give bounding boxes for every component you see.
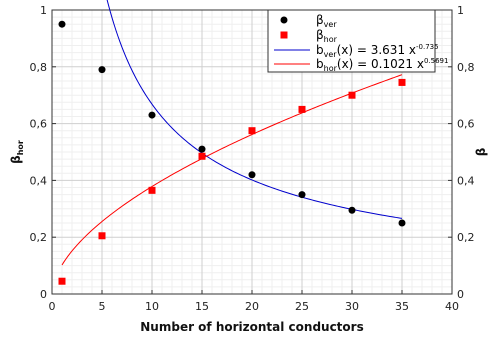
data-point-bhor — [248, 127, 256, 135]
data-point-bver — [148, 111, 156, 119]
data-point-bver — [58, 20, 66, 28]
x-tick-label: 15 — [195, 300, 209, 313]
data-point-bhor — [398, 78, 406, 86]
y-tick-label-left: 0,6 — [30, 118, 48, 131]
minor-grid — [52, 10, 452, 294]
data-point-bver — [198, 145, 206, 153]
y-tick-label-left: 0 — [40, 288, 47, 301]
data-point-bhor — [348, 91, 356, 99]
legend: βver βhor bver(x) = 3.631 x-0.735 bhor(x… — [267, 9, 448, 73]
data-point-bver — [398, 219, 406, 227]
x-tick-label: 0 — [49, 300, 56, 313]
y-tick-label-right: 0 — [457, 288, 464, 301]
x-tick-label: 25 — [295, 300, 309, 313]
data-point-bhor — [98, 232, 106, 240]
x-axis-label: Number of horizontal conductors — [140, 320, 363, 334]
y-axis-left-label: βhor — [9, 140, 25, 164]
legend-label-bver: βver — [316, 13, 337, 29]
data-points — [58, 20, 406, 285]
legend-box — [267, 9, 436, 73]
x-tick-label: 5 — [99, 300, 106, 313]
y-tick-label-right: 0,6 — [457, 118, 475, 131]
y-axis-left-ticks: 0 0,2 0,4 0,6 0,8 1 — [30, 4, 56, 301]
data-point-bhor — [58, 277, 66, 285]
y-axis-right-ticks: 0 0,2 0,4 0,6 0,8 1 — [448, 4, 475, 301]
legend-label-bhor: βhor — [316, 28, 338, 44]
y-tick-label-left: 0,2 — [30, 231, 48, 244]
y-tick-label-left: 1 — [40, 4, 47, 17]
data-point-bver — [248, 171, 256, 179]
x-tick-label: 40 — [445, 300, 459, 313]
x-tick-label: 20 — [245, 300, 259, 313]
data-point-bhor — [148, 186, 156, 194]
x-tick-label: 10 — [145, 300, 159, 313]
x-axis-ticks: 0 5 10 15 20 25 30 35 40 — [49, 290, 459, 313]
legend-label-fit-ver: bver(x) = 3.631 x-0.735 — [316, 43, 439, 59]
fit-curve-ver — [106, 0, 403, 219]
legend-marker-bhor — [280, 31, 288, 39]
legend-marker-bver — [280, 16, 288, 24]
data-point-bhor — [198, 152, 206, 160]
fit-curves — [61, 0, 403, 266]
x-tick-label: 30 — [345, 300, 359, 313]
fit-curve-hor — [61, 74, 403, 266]
x-tick-label: 35 — [395, 300, 409, 313]
data-point-bver — [298, 191, 306, 199]
y-tick-label-left: 0,4 — [30, 174, 48, 187]
y-tick-label-right: 0,4 — [457, 174, 475, 187]
data-point-bhor — [298, 105, 306, 113]
y-tick-label-right: 1 — [457, 4, 464, 17]
data-point-bver — [98, 66, 106, 74]
legend-label-fit-hor: bhor(x) = 0.1021 x0.5691 — [316, 57, 448, 73]
y-tick-label-right: 0,8 — [457, 61, 475, 74]
y-tick-label-left: 0,8 — [30, 61, 48, 74]
y-tick-label-right: 0,2 — [457, 231, 475, 244]
y-axis-right-label: β — [474, 147, 488, 156]
data-point-bver — [348, 206, 356, 214]
